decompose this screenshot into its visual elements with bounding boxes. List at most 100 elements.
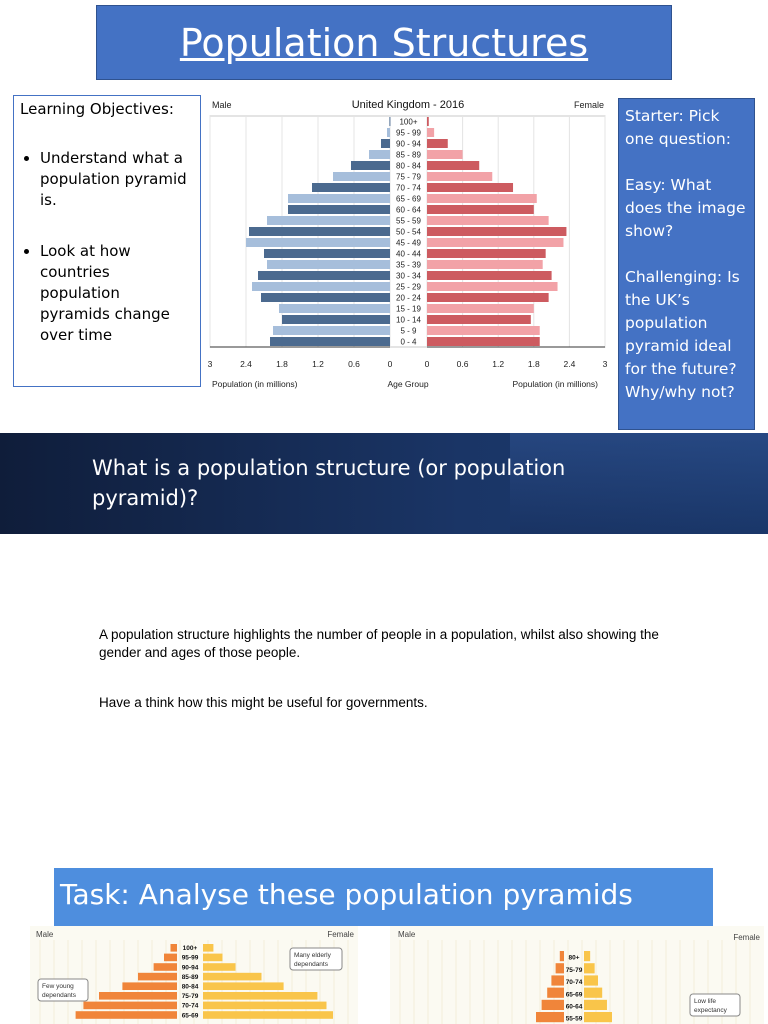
age-group-label: 60 - 64: [396, 206, 421, 215]
age-group-label: 75-79: [182, 993, 199, 1000]
male-bar: [83, 1001, 177, 1010]
female-bar: [584, 987, 603, 998]
male-label: Male: [36, 930, 54, 939]
male-bar: [389, 117, 391, 126]
age-group-label: 95 - 99: [396, 129, 421, 138]
title-banner: Population Structures: [96, 5, 672, 80]
age-group-label: 95-99: [182, 955, 199, 962]
age-group-label: 100+: [399, 118, 417, 127]
female-bar: [584, 963, 595, 974]
female-bar: [427, 183, 514, 192]
objective-item: Understand what a population pyramid is.: [40, 148, 194, 211]
female-bar: [427, 205, 534, 214]
female-bar: [203, 1011, 333, 1019]
x-tick-label: 0: [388, 359, 393, 369]
male-bar: [138, 972, 177, 981]
age-group-label: 65-69: [566, 991, 583, 998]
age-group-label: 75-79: [566, 967, 583, 974]
age-group-label: 60-64: [566, 1004, 583, 1011]
female-bar: [427, 315, 531, 324]
female-bar: [584, 951, 591, 962]
callout-text: dependants: [42, 992, 77, 999]
age-group-label: 70 - 74: [396, 184, 421, 193]
age-group-label: 5 - 9: [400, 327, 417, 336]
pyramid-low-life-expectancy: Male Female 80+ 75-79 70-74 65-69 60-64 55-59 Lo…: [390, 926, 764, 1024]
section-question: What is a population structure (or popul…: [92, 456, 566, 510]
age-group-label: 10 - 14: [396, 316, 421, 325]
starter-easy: Easy: What does the image show?: [625, 176, 746, 240]
age-group-label: 35 - 39: [396, 261, 421, 270]
female-bar: [203, 1001, 327, 1010]
x-axis-title-center: Age Group: [387, 379, 428, 389]
male-bar: [252, 282, 390, 291]
age-group-label: 80-84: [182, 984, 199, 991]
age-group-label: 70-74: [566, 979, 583, 986]
age-group-label: 30 - 34: [396, 272, 421, 281]
page-title: Population Structures: [179, 20, 589, 65]
annotation-callout: Low life expectancy: [689, 993, 741, 1017]
age-group-label: 45 - 49: [396, 239, 421, 248]
x-tick-label: 1.2: [312, 359, 324, 369]
male-bar: [312, 183, 390, 192]
age-group-label: 15 - 19: [396, 305, 421, 314]
male-bar: [164, 953, 177, 962]
x-axis-title-right: Population (in millions): [512, 379, 598, 389]
female-bar: [427, 117, 429, 126]
male-bar: [273, 326, 390, 335]
x-tick-label: 0: [425, 359, 430, 369]
annotation-callout: Few young dependants: [37, 978, 89, 1002]
male-bar: [288, 194, 390, 203]
male-bar: [246, 238, 390, 247]
male-bar: [270, 337, 390, 346]
age-group-label: 55 - 59: [396, 217, 421, 226]
female-bar: [427, 337, 540, 346]
male-bar: [536, 1012, 564, 1023]
male-label: Male: [398, 930, 416, 939]
male-bar: [75, 1011, 177, 1019]
age-group-label: 25 - 29: [396, 283, 421, 292]
age-group-label: 65 - 69: [396, 195, 421, 204]
female-bar: [584, 999, 607, 1010]
age-group-label: 80 - 84: [396, 162, 421, 171]
x-tick-label: 1.2: [492, 359, 504, 369]
male-bar: [282, 315, 390, 324]
annotation-callout: Many elderly dependants: [289, 947, 343, 971]
female-label: Female: [733, 933, 760, 942]
age-group-label: 75 - 79: [396, 173, 421, 182]
male-bar: [288, 205, 390, 214]
female-bar: [427, 172, 493, 181]
objective-item: Look at how countries population pyramid…: [40, 241, 194, 346]
female-bar: [427, 304, 534, 313]
female-bar: [427, 216, 549, 225]
female-bar: [203, 944, 214, 952]
male-bar: [258, 271, 390, 280]
x-tick-label: 0.6: [348, 359, 360, 369]
male-bar: [369, 150, 390, 159]
male-bar: [279, 304, 390, 313]
age-group-label: 90 - 94: [396, 140, 421, 149]
male-bar: [351, 161, 390, 170]
prompt-paragraph: Have a think how this might be useful fo…: [99, 695, 428, 710]
female-bar: [427, 139, 448, 148]
female-bar: [203, 963, 236, 971]
male-bar: [153, 963, 177, 971]
callout-text: Few young: [42, 983, 74, 990]
age-group-label: 100+: [183, 945, 198, 952]
learning-objectives-box: Learning Objectives: Understand what a p…: [13, 95, 201, 387]
male-label: Male: [212, 100, 232, 110]
female-bar: [203, 953, 223, 962]
x-tick-label: 1.8: [276, 359, 288, 369]
age-group-label: 70-74: [182, 1003, 199, 1010]
age-group-label: 50 - 54: [396, 228, 421, 237]
female-bar: [427, 260, 543, 269]
x-tick-label: 0.6: [457, 359, 469, 369]
female-bar: [584, 975, 598, 986]
definition-paragraph: A population structure highlights the nu…: [99, 627, 659, 660]
female-bar: [427, 194, 537, 203]
starter-box: Starter: Pick one question: Easy: What d…: [618, 98, 755, 430]
male-bar: [559, 951, 564, 962]
female-bar: [427, 161, 480, 170]
female-bar: [203, 972, 262, 981]
x-tick-label: 3: [603, 359, 608, 369]
uk-population-pyramid: Male United Kingdom - 2016 Female 100+ 95 - …: [208, 99, 608, 389]
